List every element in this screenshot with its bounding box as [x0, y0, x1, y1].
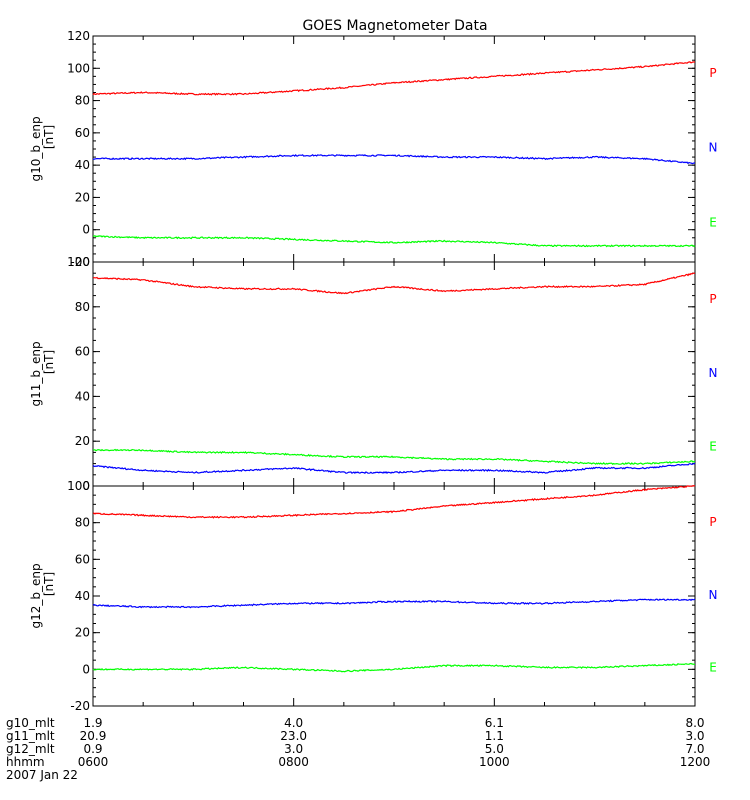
y-axis-unit: [nT]	[42, 350, 56, 374]
y-tick-label: 40	[75, 589, 90, 603]
series-label-P: P	[709, 292, 716, 306]
footer-cell: 1000	[479, 755, 510, 769]
footer-cell: 0600	[78, 755, 109, 769]
y-tick-label: 80	[75, 300, 90, 314]
y-tick-label: 0	[82, 223, 90, 237]
footer-cell: 4.0	[284, 716, 303, 730]
footer-cell: 7.0	[685, 742, 704, 756]
footer-cell: 20.9	[80, 729, 107, 743]
y-tick-label: 100	[67, 479, 90, 493]
footer-table: g10_mlt 1.9 4.0 6.1 8.0 g11_mlt 20.9 23.0 1.1 3.0…	[6, 716, 710, 782]
y-axis-label: g10_b_enp	[29, 116, 43, 181]
y-axis-unit: [nT]	[42, 125, 56, 149]
footer-row-label: g11_mlt	[6, 729, 55, 743]
series-line-N	[92, 462, 696, 474]
series-line-P	[92, 484, 696, 519]
series-line-P	[92, 272, 696, 295]
series-line-N	[92, 598, 696, 609]
footer-cell: 1.1	[485, 729, 504, 743]
y-axis-label: g12_b_enp	[29, 563, 43, 628]
series-line-E	[92, 235, 696, 248]
footer-cell: 23.0	[280, 729, 307, 743]
panel-frame	[92, 35, 696, 263]
series-label-P: P	[709, 66, 716, 80]
footer-date: 2007 Jan 22	[6, 768, 78, 782]
footer-cell: 5.0	[485, 742, 504, 756]
series-line-N	[92, 153, 696, 165]
series-line-P	[92, 61, 696, 96]
panel-g10: -20 0 20 40 60 80 100 120 g10_b_enp [nT] P N E	[29, 29, 717, 269]
y-tick-label: 60	[75, 345, 90, 359]
y-tick-label: 100	[67, 255, 90, 269]
footer-cell: 6.1	[485, 716, 504, 730]
series-label-N: N	[709, 366, 718, 380]
footer-cell: 8.0	[685, 716, 704, 730]
series-label-E: E	[709, 215, 717, 229]
y-tick-label: 0	[82, 662, 90, 676]
y-tick-label: 40	[75, 158, 90, 172]
series-label-E: E	[709, 440, 717, 454]
footer-cell: 1200	[680, 755, 711, 769]
y-tick-label: 60	[75, 552, 90, 566]
y-tick-label: -20	[70, 699, 90, 713]
y-tick-label: 120	[67, 29, 90, 43]
y-tick-label: 0	[82, 479, 90, 493]
series-label-E: E	[709, 660, 717, 674]
y-tick-label: 20	[75, 190, 90, 204]
panel-g11: 0 20 40 60 80 100 g11_b_enp [nT] P N E	[29, 255, 717, 493]
footer-cell: 1.9	[83, 716, 102, 730]
y-axis-label: g11_b_enp	[29, 341, 43, 406]
y-tick-label: 20	[75, 626, 90, 640]
footer-row-label: g10_mlt	[6, 716, 55, 730]
y-tick-label: 60	[75, 126, 90, 140]
footer-cell: 3.0	[284, 742, 303, 756]
chart-title: GOES Magnetometer Data	[302, 18, 487, 34]
series-label-N: N	[709, 588, 718, 602]
footer-cell: 0800	[278, 755, 309, 769]
series-label-P: P	[709, 515, 716, 529]
footer-cell: 0.9	[83, 742, 102, 756]
y-tick-label: 80	[75, 516, 90, 530]
panel-frame	[92, 485, 696, 707]
y-tick-label: 80	[75, 94, 90, 108]
y-tick-label: 20	[75, 434, 90, 448]
footer-row-label: hhmm	[6, 755, 45, 769]
y-tick-label: 40	[75, 389, 90, 403]
series-line-E	[92, 662, 695, 673]
y-tick-label: 100	[67, 61, 90, 75]
y-axis-unit: [nT]	[42, 572, 56, 596]
panel-g12: -20 0 20 40 60 80 100 g12_b_enp [nT] P N E	[29, 479, 717, 713]
y-tick-label: -20	[70, 255, 90, 269]
series-label-N: N	[709, 141, 718, 155]
series-line-E	[92, 448, 696, 466]
footer-cell: 3.0	[685, 729, 704, 743]
footer-row-label: g12_mlt	[6, 742, 55, 756]
